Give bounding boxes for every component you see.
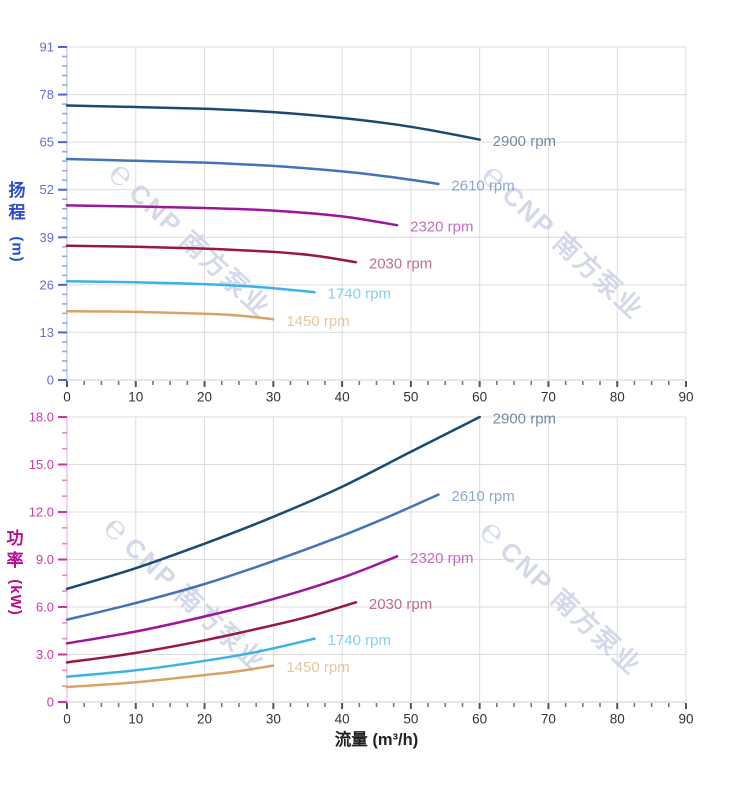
y-tick-label: 78 <box>40 87 54 102</box>
head-axis-unit: (m) <box>8 236 26 263</box>
power-curve-chart-x-ticks: 0 10 20 30 40 50 60 70 80 90 <box>63 703 694 727</box>
y-tick-label: 6.0 <box>36 600 54 615</box>
watermark-text: ℮CNP 南方泵业 <box>472 512 652 683</box>
x-tick-label: 70 <box>541 390 556 405</box>
x-tick-label: 30 <box>266 712 281 727</box>
y-tick-label: 91 <box>40 40 54 55</box>
x-tick-label: 50 <box>403 390 418 405</box>
head-curve-chart-curve-1740-rpm <box>65 279 316 294</box>
x-tick-label: 10 <box>128 712 143 727</box>
watermark-text: ℮CNP 南方泵业 <box>101 154 281 325</box>
head-axis-unit-box: (m) <box>7 227 27 273</box>
head-curve-chart-x-ticks: 0 10 20 30 40 50 60 70 80 90 <box>63 381 694 405</box>
y-tick-label: 26 <box>40 277 54 292</box>
head-axis-title-text: 扬程 <box>8 181 26 222</box>
head-curve-chart-curve-1450-rpm <box>65 309 275 321</box>
head-curve-chart-series-label-2610-rpm: 2610 rpm <box>451 177 514 194</box>
power-curve-chart-grid <box>67 416 687 702</box>
y-tick-label: 52 <box>40 182 54 197</box>
watermark: ℮CNP 南方泵业 <box>101 154 281 325</box>
x-tick-label: 50 <box>403 712 418 727</box>
power-curve-chart-series-label-2900-rpm: 2900 rpm <box>493 411 556 428</box>
y-tick-label: 9.0 <box>36 552 54 567</box>
head-curve-chart-curve-2030-rpm <box>65 244 358 264</box>
x-tick-label: 60 <box>472 712 487 727</box>
head-curve-chart-series-label-2320-rpm: 2320 rpm <box>410 219 473 236</box>
head-curve-chart: 0 13 26 39 52 65 78 91 0 10 20 30 40 50 60 70 80 90 ℮CNP 南… <box>40 40 694 405</box>
power-curve-chart: 0 3.0 6.0 9.0 12.0 15.0 18.0 0 10 20 30 40 50 60 70 80 9… <box>29 410 694 727</box>
power-axis-unit: (kW) <box>6 579 24 616</box>
power-curve-chart-curve-2900-rpm <box>65 415 481 591</box>
y-tick-label: 18.0 <box>29 410 54 425</box>
x-tick-label: 80 <box>610 712 625 727</box>
x-tick-label: 70 <box>541 712 556 727</box>
power-curve-chart-curve-2320-rpm <box>65 555 399 645</box>
x-tick-label: 0 <box>63 390 71 405</box>
head-curve-chart-grid <box>67 46 687 380</box>
head-curve-chart-curve-2320-rpm <box>65 204 399 227</box>
x-tick-label: 90 <box>678 390 693 405</box>
head-curve-chart-series-label-1740-rpm: 1740 rpm <box>328 286 391 303</box>
y-tick-label: 13 <box>40 325 54 340</box>
power-axis-title-text: 功率 <box>6 529 24 570</box>
flow-axis-title: 流量 (m³/h) <box>334 731 419 749</box>
head-curve-chart-curve-2610-rpm <box>65 157 440 186</box>
x-tick-label: 40 <box>335 390 350 405</box>
y-tick-label: 65 <box>40 135 54 150</box>
y-tick-label: 0 <box>47 373 54 388</box>
head-curve-chart-series-label-1450-rpm: 1450 rpm <box>286 313 349 330</box>
head-curve-chart-series-label-2030-rpm: 2030 rpm <box>369 256 432 273</box>
x-tick-label: 0 <box>63 712 71 727</box>
power-curve-chart-series-label-2320-rpm: 2320 rpm <box>410 550 473 567</box>
power-curve-chart-curve-1740-rpm <box>65 637 316 678</box>
power-curve-chart-series-label-2610-rpm: 2610 rpm <box>451 488 514 505</box>
head-curve-chart-y-ticks: 0 13 26 39 52 65 78 91 <box>40 40 67 388</box>
x-tick-label: 60 <box>472 390 487 405</box>
power-curve-chart-curve-2610-rpm <box>65 493 440 621</box>
y-tick-label: 39 <box>40 230 54 245</box>
power-curve-chart-curve-1450-rpm <box>65 664 275 689</box>
x-tick-label: 30 <box>266 390 281 405</box>
power-axis-unit-box: (kW) <box>5 575 25 621</box>
head-curve-chart-series-label-2900-rpm: 2900 rpm <box>493 133 556 150</box>
power-curve-chart-y-ticks: 0 3.0 6.0 9.0 12.0 15.0 18.0 <box>29 410 67 710</box>
power-curve-chart-curve-2030-rpm <box>65 601 358 664</box>
power-curve-chart-series-label-1450-rpm: 1450 rpm <box>286 659 349 676</box>
x-tick-label: 10 <box>128 390 143 405</box>
head-curve-chart-curve-2900-rpm <box>65 104 481 141</box>
x-tick-label: 40 <box>335 712 350 727</box>
y-tick-label: 0 <box>47 695 54 710</box>
y-tick-label: 15.0 <box>29 457 54 472</box>
x-tick-label: 20 <box>197 712 212 727</box>
x-tick-label: 80 <box>610 390 625 405</box>
x-tick-label: 90 <box>678 712 693 727</box>
y-tick-label: 12.0 <box>29 505 54 520</box>
y-tick-label: 3.0 <box>36 647 54 662</box>
power-curve-chart-series-label-1740-rpm: 1740 rpm <box>328 632 391 649</box>
watermark: ℮CNP 南方泵业 <box>472 512 652 683</box>
x-tick-label: 20 <box>197 390 212 405</box>
power-curve-chart-series-label-2030-rpm: 2030 rpm <box>369 596 432 613</box>
head-axis-title: 扬程 (m) <box>7 180 27 273</box>
power-axis-title: 功率 (kW) <box>5 528 25 621</box>
